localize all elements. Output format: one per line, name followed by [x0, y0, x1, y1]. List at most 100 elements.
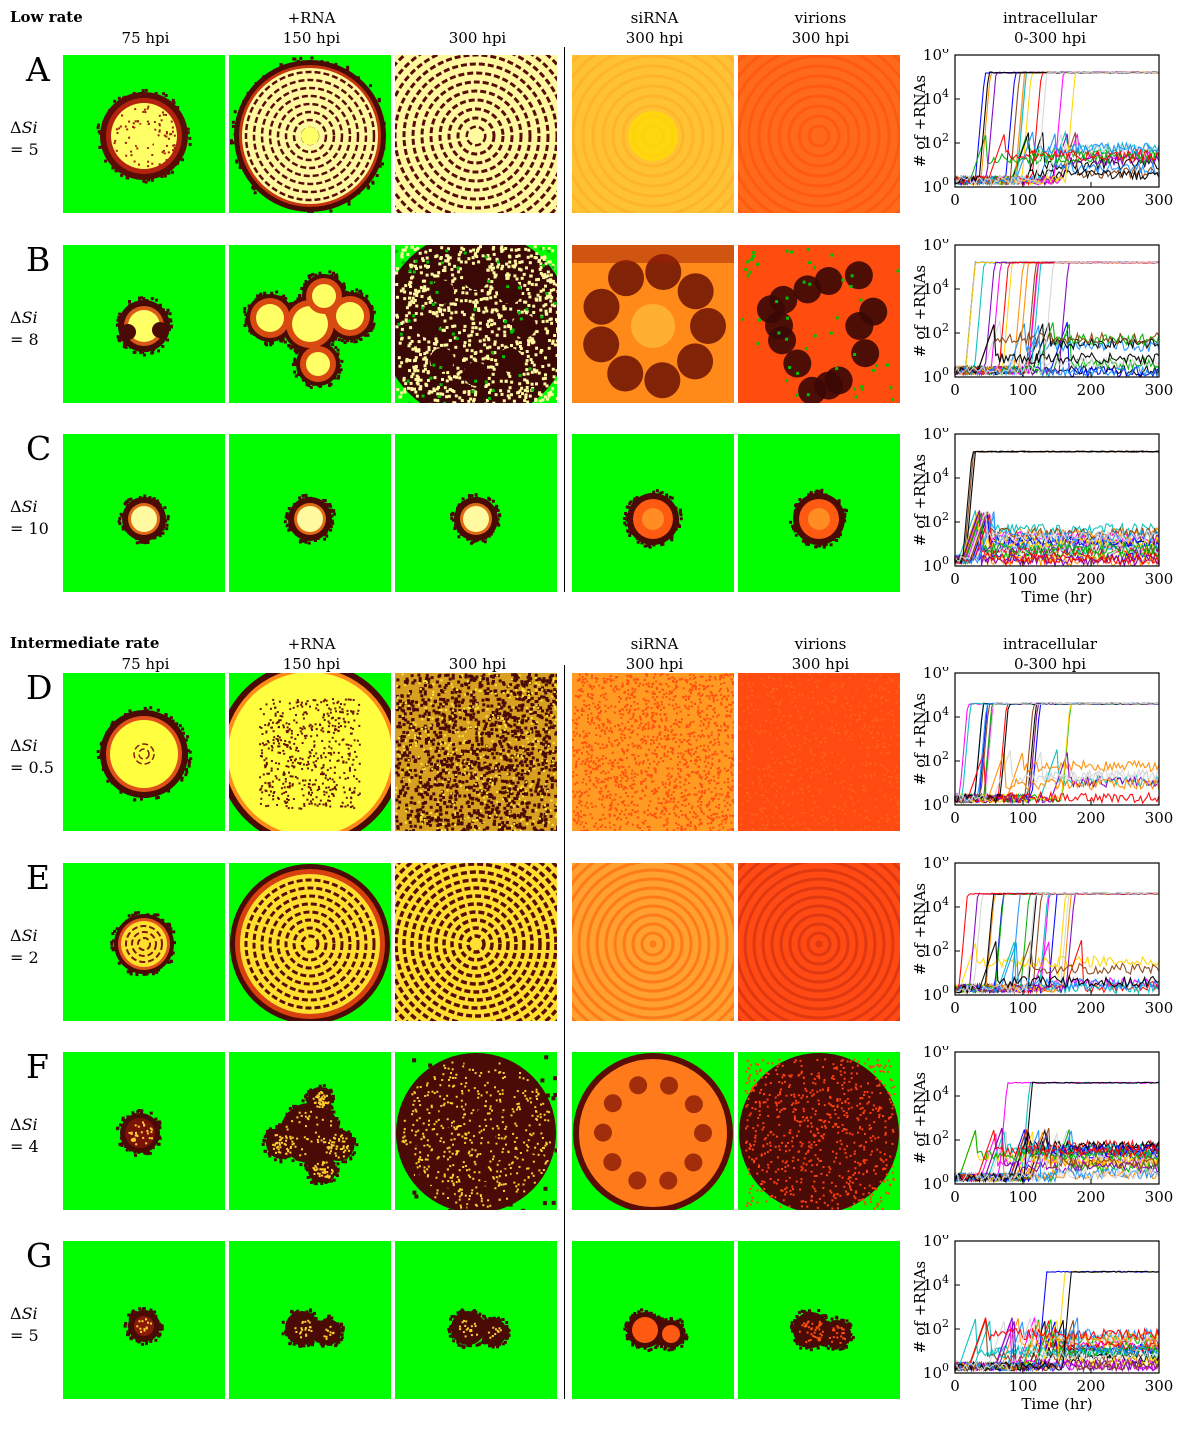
column-separator: [564, 47, 565, 592]
simulation-tile: [738, 245, 900, 403]
column-header-line2: 300 hpi: [625, 29, 684, 47]
simulation-tile: [63, 1052, 225, 1210]
column-header: intracellular 0-300 hpi: [960, 634, 1140, 674]
x-tick-label: 100: [1009, 191, 1038, 209]
tile-image: [63, 863, 225, 1021]
delta-label: ΔSi: [10, 308, 38, 327]
x-tick-label: 0: [950, 570, 960, 588]
row-letter: C: [26, 429, 52, 468]
x-tick-label: 200: [1077, 1188, 1106, 1206]
series-line: [954, 71, 1160, 186]
x-tick-label: 300: [1145, 1377, 1174, 1395]
column-header-line1: +RNA: [287, 635, 336, 653]
delta-value: = 0.5: [10, 758, 54, 777]
y-tick-label: 106: [923, 428, 949, 443]
row-letter: B: [26, 240, 51, 279]
delta-value: = 5: [10, 1326, 39, 1345]
simulation-tile: [395, 55, 557, 213]
column-header: siRNA 300 hpi: [572, 634, 737, 674]
y-tick-label: 100: [923, 554, 949, 575]
y-tick-label: 100: [923, 983, 949, 1004]
column-header: +RNA 150 hpi: [229, 634, 394, 674]
y-axis-label: # of +RNAs: [911, 265, 929, 357]
delta-label: ΔSi: [10, 1115, 38, 1134]
row-parameter-label: ΔSi = 2: [10, 925, 39, 969]
x-tick-label: 0: [950, 1188, 960, 1206]
simulation-tile: [229, 55, 391, 213]
tile-image: [738, 1052, 900, 1210]
simulation-tile: [572, 673, 734, 831]
series-line: [954, 135, 1160, 186]
simulation-tile: [395, 1241, 557, 1399]
x-tick-label: 200: [1077, 1377, 1106, 1395]
column-header-line2: 300 hpi: [625, 655, 684, 673]
series-line: [954, 320, 1160, 376]
simulation-tile: [395, 863, 557, 1021]
tile-image: [63, 434, 225, 592]
series-line: [954, 1270, 1160, 1373]
series-line: [954, 1129, 1160, 1182]
column-header: 75 hpi: [63, 634, 228, 674]
tile-image: [229, 245, 391, 403]
series-line: [954, 512, 1160, 565]
tile-image: [572, 863, 734, 1021]
row-letter: D: [26, 668, 53, 707]
column-header-line1: virions: [794, 635, 847, 653]
tile-image: [229, 673, 391, 831]
column-header-line2: 0-300 hpi: [1013, 29, 1087, 47]
delta-value: = 8: [10, 330, 39, 349]
intracellular-plot-panel: 0 100 200 300 100 102 104 106 # of +RNAs: [905, 43, 1177, 243]
y-tick-label: 106: [923, 239, 949, 254]
intracellular-plot-panel: 0 100 200 300 100 102 104 106 # of +RNAs: [905, 1040, 1177, 1240]
intracellular-plot-panel: 0 100 200 300 100 102 104 106 # of +RNAs: [905, 233, 1177, 433]
column-header: siRNA 300 hpi: [572, 8, 737, 48]
tile-image: [63, 245, 225, 403]
simulation-tile: [572, 1241, 734, 1399]
row-parameter-label: ΔSi = 0.5: [10, 735, 54, 779]
series-group: [954, 1270, 1160, 1373]
column-header: +RNA 150 hpi: [229, 8, 394, 48]
tile-image: [738, 55, 900, 213]
y-tick-label: 106: [923, 857, 949, 872]
series-line: [954, 510, 1160, 565]
y-tick-label: 100: [923, 365, 949, 386]
y-tick-label: 100: [923, 175, 949, 196]
plot-frame: [954, 54, 1160, 188]
simulation-tile: [738, 434, 900, 592]
tile-image: [229, 1241, 391, 1399]
delta-value: = 4: [10, 1137, 39, 1156]
simulation-tile: [572, 245, 734, 403]
row-parameter-label: ΔSi = 8: [10, 307, 39, 351]
series-group: [954, 450, 1160, 568]
column-header-line2: 75 hpi: [121, 29, 170, 47]
series-line: [954, 322, 1160, 376]
series-line: [954, 515, 1160, 567]
x-tick-label: 300: [1145, 809, 1174, 827]
tile-image: [572, 673, 734, 831]
row-letter: E: [26, 858, 51, 897]
series-line: [954, 940, 1160, 995]
column-header-line2: 300 hpi: [448, 29, 507, 47]
column-header: virions 300 hpi: [738, 8, 903, 48]
x-tick-label: 300: [1145, 999, 1174, 1017]
x-tick-label: 300: [1145, 1188, 1174, 1206]
y-axis-label: # of +RNAs: [911, 693, 929, 785]
simulation-tile: [229, 673, 391, 831]
column-header: 300 hpi: [395, 8, 560, 48]
tile-image: [229, 55, 391, 213]
delta-label: ΔSi: [10, 497, 38, 516]
row-parameter-label: ΔSi = 4: [10, 1114, 39, 1158]
column-header-line1: [395, 8, 560, 28]
plot-frame: [954, 672, 1160, 806]
simulation-tile: [738, 1241, 900, 1399]
y-axis-label: # of +RNAs: [911, 75, 929, 167]
intracellular-plot-panel: 0 100 200 300 100 102 104 106 # of +RNAs Time (hr…: [905, 1229, 1177, 1429]
plot-frame: [954, 244, 1160, 378]
x-tick-label: 0: [950, 809, 960, 827]
column-header: 300 hpi: [395, 634, 560, 674]
simulation-tile: [738, 863, 900, 1021]
column-header-line1: [63, 634, 228, 654]
